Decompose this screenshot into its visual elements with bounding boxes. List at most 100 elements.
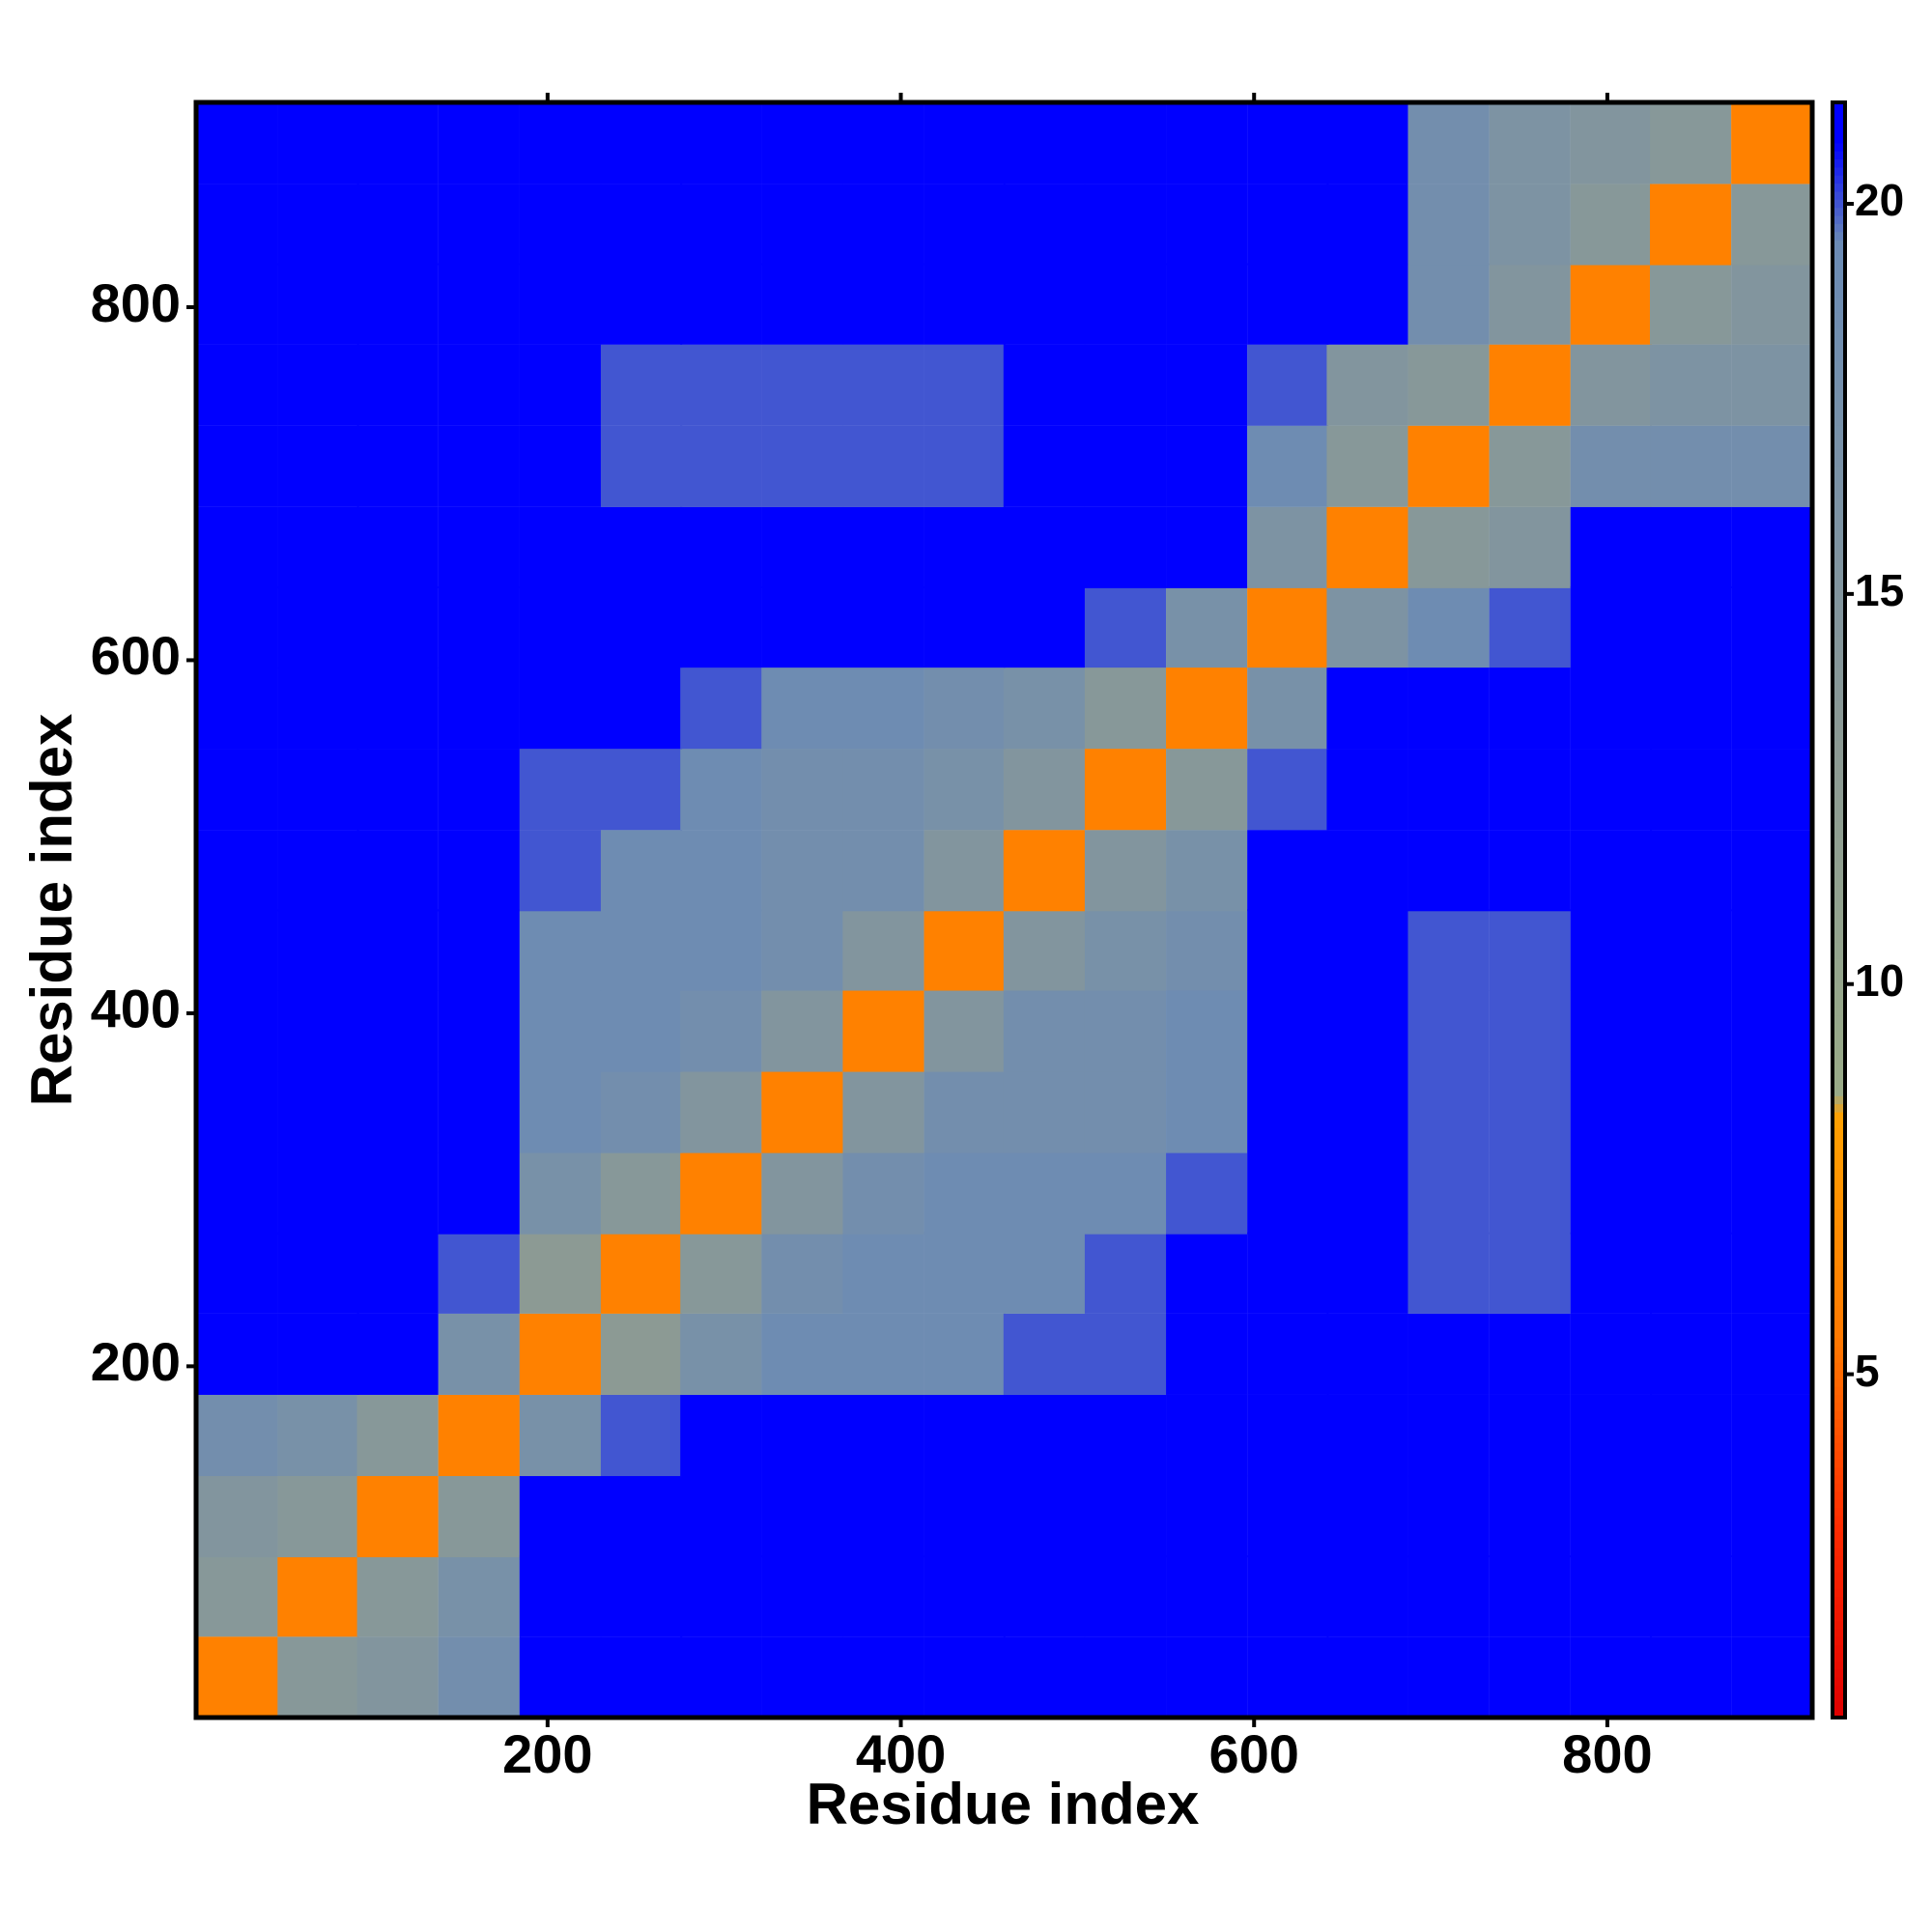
heatmap-cell xyxy=(600,184,683,266)
colorbar-slice xyxy=(1833,1555,1845,1565)
heatmap-cell xyxy=(1570,1152,1652,1235)
heatmap-cell xyxy=(761,425,843,507)
heatmap-cell xyxy=(519,1394,602,1477)
heatmap-cell xyxy=(761,1152,843,1235)
heatmap-cell xyxy=(842,425,924,507)
heatmap-cell xyxy=(356,830,439,912)
heatmap-cell xyxy=(1407,1313,1490,1395)
heatmap-cell xyxy=(1003,990,1086,1072)
heatmap-cell xyxy=(1650,344,1732,426)
heatmap-cell xyxy=(923,990,1006,1072)
colorbar-slice xyxy=(1833,861,1845,870)
heatmap-cell xyxy=(842,830,924,912)
heatmap-cell xyxy=(1570,585,1652,668)
heatmap-cell xyxy=(842,585,924,668)
heatmap-cell xyxy=(1650,909,1732,991)
heatmap-cell xyxy=(1731,909,1813,991)
heatmap-cell xyxy=(680,1636,762,1719)
heatmap-cell xyxy=(680,909,762,991)
heatmap-cell xyxy=(1326,1313,1408,1395)
heatmap-cell xyxy=(1326,102,1408,185)
heatmap-cell xyxy=(600,990,683,1072)
heatmap-cell xyxy=(842,1152,924,1235)
heatmap-cell xyxy=(519,102,602,185)
heatmap-cell xyxy=(923,425,1006,507)
heatmap-cell xyxy=(1084,667,1167,750)
colorbar-slice xyxy=(1833,1151,1845,1161)
heatmap-cell xyxy=(842,1394,924,1477)
heatmap-cell xyxy=(1570,1555,1652,1637)
heatmap-cell xyxy=(680,667,762,750)
colorbar-slice xyxy=(1833,643,1845,652)
heatmap-cell xyxy=(1570,1313,1652,1395)
heatmap-cell xyxy=(680,585,762,668)
heatmap-cell xyxy=(761,585,843,668)
heatmap-cell xyxy=(196,1475,278,1558)
colorbar-slice xyxy=(1833,1629,1845,1637)
heatmap-cell xyxy=(1003,1152,1086,1235)
heatmap-cell xyxy=(1489,1394,1571,1477)
colorbar-slice xyxy=(1833,271,1845,281)
heatmap-cell xyxy=(1489,990,1571,1072)
heatmap-cell xyxy=(680,1555,762,1637)
heatmap-cell xyxy=(1407,749,1490,831)
heatmap-cell xyxy=(1650,425,1732,507)
heatmap-cell xyxy=(356,1475,439,1558)
colorbar-slice xyxy=(1833,142,1845,152)
x-tick-label: 200 xyxy=(502,1723,592,1784)
heatmap-cell xyxy=(356,1555,439,1637)
colorbar-slice xyxy=(1833,1216,1845,1226)
colorbar-slice xyxy=(1833,1136,1845,1145)
heatmap-cell xyxy=(519,1232,602,1314)
colorbar-slice xyxy=(1833,1063,1845,1072)
heatmap-cell xyxy=(1731,263,1813,345)
colorbar-slice xyxy=(1833,344,1845,354)
heatmap-cell xyxy=(1731,1232,1813,1314)
colorbar-slice xyxy=(1833,1435,1845,1444)
heatmap-cell xyxy=(438,749,520,831)
heatmap-cell xyxy=(1247,1394,1329,1477)
heatmap-cell xyxy=(1003,184,1086,266)
heatmap-cell xyxy=(1407,425,1490,507)
heatmap-cell xyxy=(1166,585,1248,668)
colorbar-slice xyxy=(1833,466,1845,475)
colorbar-slice xyxy=(1833,1071,1845,1081)
heatmap-cell xyxy=(842,506,924,588)
colorbar-slice xyxy=(1833,724,1845,733)
heatmap-cell xyxy=(1489,1555,1571,1637)
colorbar-slice xyxy=(1833,223,1845,233)
heatmap-cell xyxy=(761,263,843,345)
heatmap-cell xyxy=(842,1313,924,1395)
heatmap-cell xyxy=(438,1475,520,1558)
heatmap-cell xyxy=(1166,1555,1248,1637)
heatmap-cell xyxy=(438,506,520,588)
heatmap-cell xyxy=(761,184,843,266)
colorbar-slice xyxy=(1833,1466,1845,1476)
colorbar-slice xyxy=(1833,1499,1845,1509)
heatmap-cell xyxy=(1407,909,1490,991)
heatmap-cell xyxy=(1247,425,1329,507)
colorbar-slice xyxy=(1833,570,1845,580)
colorbar-slice xyxy=(1833,158,1845,168)
heatmap-cell xyxy=(761,1394,843,1477)
heatmap-cell xyxy=(1407,1071,1490,1153)
colorbar-slice xyxy=(1833,1095,1845,1105)
heatmap-cell xyxy=(1570,667,1652,750)
colorbar-slice xyxy=(1833,320,1845,329)
heatmap-cell xyxy=(761,990,843,1072)
heatmap-cell xyxy=(1650,1232,1732,1314)
colorbar-slice xyxy=(1833,603,1845,612)
heatmap-cell xyxy=(1326,749,1408,831)
heatmap-cell xyxy=(519,1313,602,1395)
heatmap-cell xyxy=(680,506,762,588)
heatmap-cell xyxy=(680,830,762,912)
heatmap-cell xyxy=(438,667,520,750)
colorbar-tick-label: 10 xyxy=(1855,955,1904,1006)
heatmap-cell xyxy=(1489,1071,1571,1153)
heatmap-cell xyxy=(1650,1475,1732,1558)
heatmap-cell xyxy=(356,344,439,426)
heatmap-cell xyxy=(277,1313,359,1395)
colorbar-slice xyxy=(1833,1540,1845,1548)
colorbar-slice xyxy=(1833,1079,1845,1089)
heatmap-cell xyxy=(519,749,602,831)
